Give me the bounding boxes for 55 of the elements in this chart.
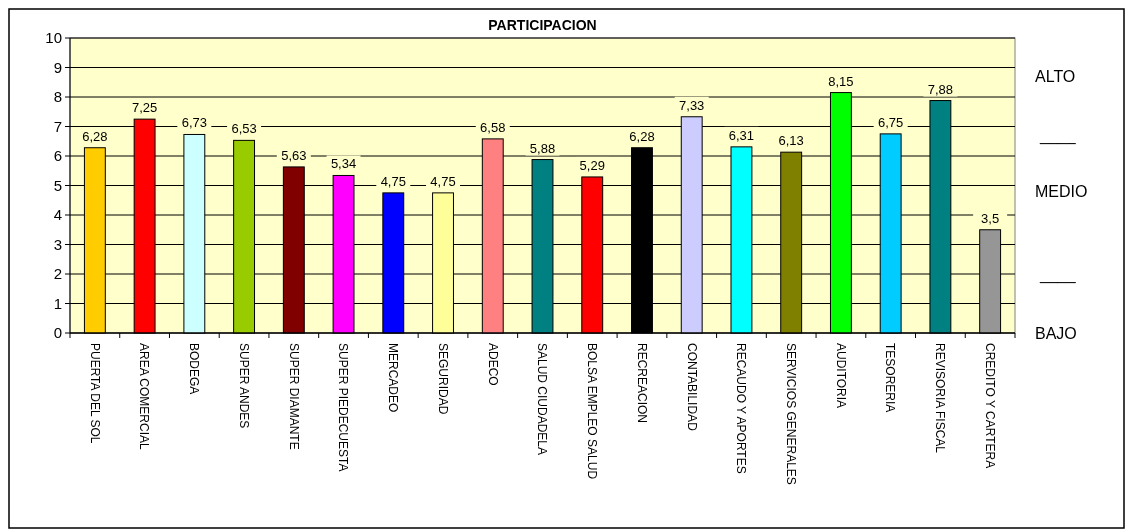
y-tick-label: 1 [53, 294, 62, 312]
y-tick-label: 2 [53, 265, 62, 283]
chart-title: PARTICIPACION [488, 17, 597, 33]
x-tick-label: SUPER ANDES [236, 343, 251, 429]
x-tick-label: PUERTA DEL SOL [87, 343, 102, 444]
data-label: 6,28 [629, 128, 655, 144]
y-tick-label: 0 [53, 324, 62, 342]
x-tick-label: BOLSA EMPLEO SALUD [585, 343, 600, 480]
x-tick-label: AREA COMERCIAL [137, 343, 152, 451]
data-label: 6,13 [778, 133, 804, 149]
x-tick-label: ADECO [485, 343, 500, 386]
data-label: 5,88 [529, 140, 556, 156]
text: BAJO [1035, 324, 1077, 342]
y-tick-label: 6 [53, 147, 62, 165]
data-label: 5,29 [579, 157, 605, 173]
data-label: 7,25 [131, 100, 158, 116]
y-tick-label: 7 [53, 117, 62, 135]
y-tick-label: 10 [45, 29, 62, 47]
data-label: 7,88 [927, 81, 954, 97]
x-tick-label: BODEGA [187, 343, 202, 395]
text: ____ [1039, 126, 1077, 145]
data-label: 4,75 [430, 173, 456, 189]
x-tick-label: SERVICIOS GENERALES [783, 343, 798, 485]
y-tick-label: 8 [53, 88, 62, 106]
data-label: 7,33 [679, 97, 705, 113]
text: ALTO [1035, 67, 1076, 85]
data-label: 4,75 [380, 173, 406, 189]
data-label: 6,75 [878, 114, 904, 130]
data-label: 6,28 [82, 128, 108, 144]
data-label: 5,63 [281, 147, 307, 163]
y-tick-label: 9 [53, 58, 62, 76]
x-tick-label: CONTABILIDAD [684, 343, 699, 432]
x-tick-label: TESORERIA [883, 343, 898, 413]
x-tick-label: REVISORIA FISCAL [933, 343, 948, 454]
x-tick-label: MERCADEO [386, 343, 401, 413]
x-tick-label: RECAUDO Y APORTES [734, 343, 749, 474]
x-tick-label: RECREACION [634, 343, 649, 424]
data-label: 6,53 [231, 121, 257, 137]
y-tick-label: 3 [53, 235, 62, 253]
x-tick-label: SALUD CIUDADELA [535, 343, 550, 456]
data-label: 6,31 [728, 127, 755, 143]
x-tick-label: SUPER PIEDECUESTA [336, 343, 351, 472]
y-tick-label: 4 [53, 206, 62, 224]
x-tick-label: SUPER DIAMANTE [286, 343, 301, 450]
y-tick-label: 5 [53, 176, 62, 194]
data-label: 6,58 [480, 119, 506, 135]
data-label: 3,5 [981, 210, 1000, 226]
data-label: 5,34 [330, 156, 357, 172]
text: MEDIO [1035, 183, 1088, 200]
x-tick-label: CREDITO Y CARTERA [982, 343, 997, 469]
data-label: 8,15 [828, 73, 854, 89]
data-label: 6,73 [181, 115, 207, 131]
x-tick-label: AUDITORIA [833, 343, 848, 409]
x-tick-label: SEGURIDAD [435, 343, 450, 415]
text: ____ [1039, 265, 1077, 284]
